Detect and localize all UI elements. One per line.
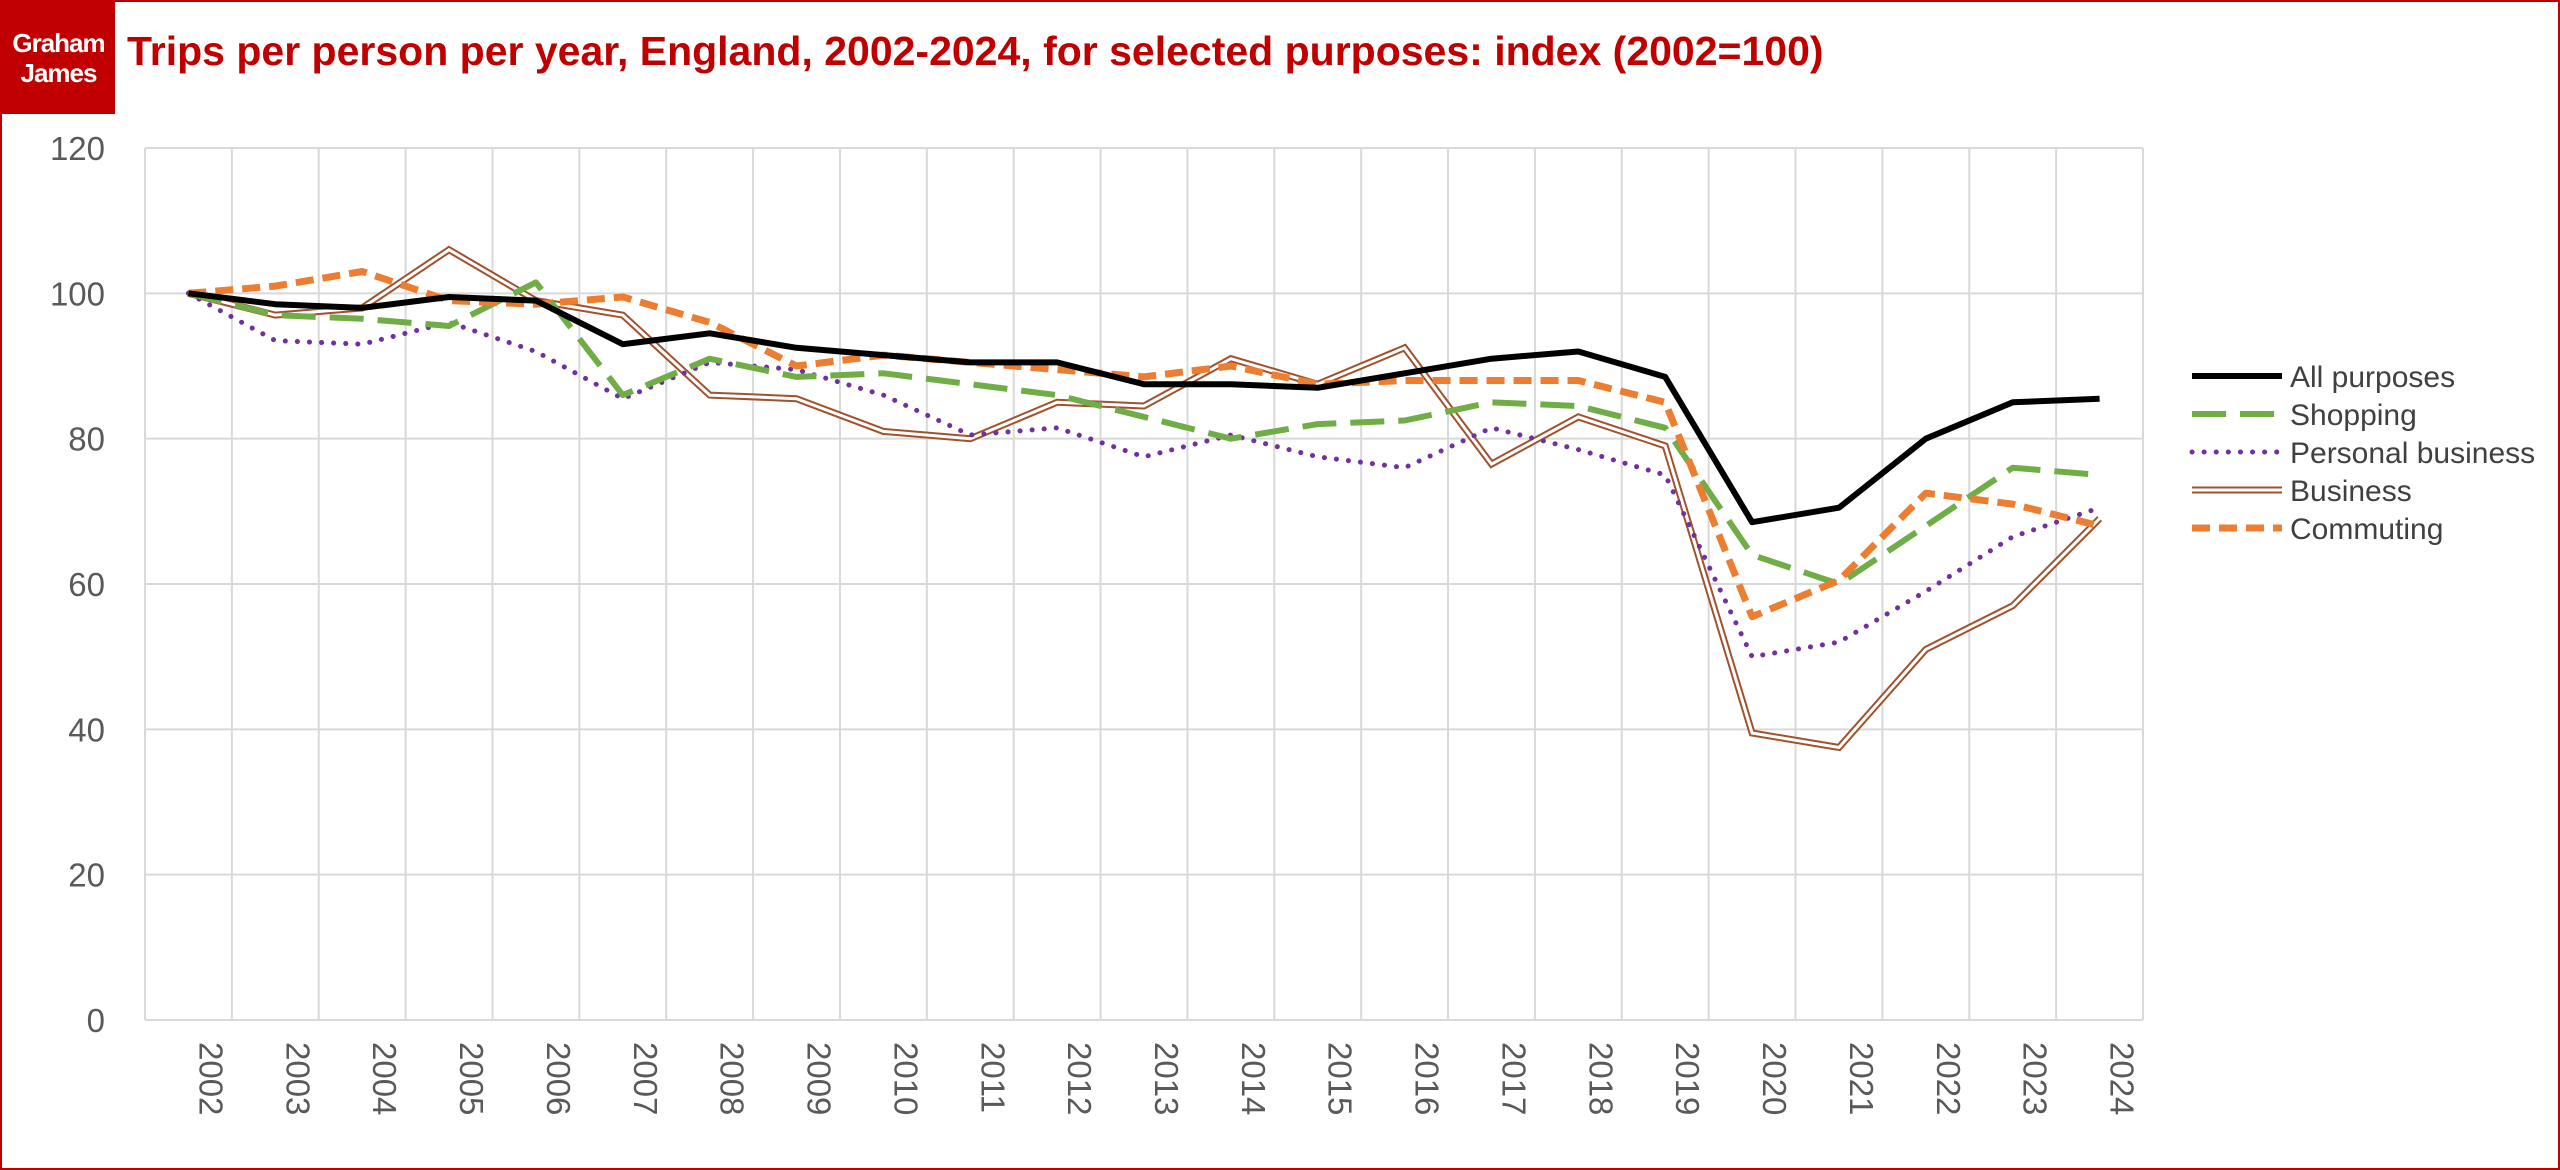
x-tick-label: 2002 — [192, 1042, 229, 1115]
series-line-business-outer — [187, 245, 2103, 752]
series-line-commuting — [188, 268, 2101, 621]
x-tick-label: 2019 — [1669, 1042, 1706, 1115]
y-tick-label: 120 — [50, 130, 105, 167]
legend-label-business: Business — [2290, 475, 2412, 508]
x-tick-label: 2018 — [1582, 1042, 1619, 1115]
brand-logo: Graham James — [2, 2, 115, 114]
x-tick-label: 2020 — [1756, 1042, 1793, 1115]
series-line-business-inner — [188, 247, 2101, 750]
legend-label-all-purposes: All purposes — [2290, 361, 2455, 394]
x-tick-label: 2021 — [1843, 1042, 1880, 1115]
y-tick-label: 80 — [68, 421, 105, 458]
series-line-shopping — [187, 279, 2100, 587]
x-tick-label: 2016 — [1409, 1042, 1446, 1115]
legend: All purposes Shopping Personal business Bus… — [2189, 361, 2535, 546]
y-tick-label: 60 — [68, 566, 105, 603]
logo-line-2: James — [20, 58, 98, 88]
y-tick-label: 0 — [87, 1002, 105, 1039]
x-tick-label: 2007 — [627, 1042, 664, 1115]
gridlines — [144, 147, 2144, 1021]
x-tick-label: 2010 — [887, 1042, 924, 1115]
y-tick-label: 100 — [50, 275, 105, 312]
chart-title: Trips per person per year, England, 2002… — [127, 28, 1824, 74]
series-line-personal-business — [185, 290, 2103, 660]
x-tick-label: 2011 — [974, 1042, 1011, 1113]
x-tick-label: 2013 — [1148, 1042, 1185, 1115]
logo-line-1: Graham — [12, 28, 105, 58]
x-tick-label: 2024 — [2104, 1042, 2141, 1115]
axis-labels: 0 20 40 60 80 100 120 2002 2003 2004 2005 2006 2007 2… — [50, 130, 2141, 1115]
x-tick-label: 2006 — [540, 1042, 577, 1115]
x-tick-label: 2009 — [801, 1042, 838, 1115]
y-tick-label: 40 — [68, 711, 105, 748]
series-lines — [185, 245, 2103, 752]
series-line-all-purposes — [188, 290, 2100, 526]
legend-label-commuting: Commuting — [2290, 513, 2443, 546]
legend-label-personal-business: Personal business — [2290, 437, 2535, 470]
legend-label-shopping: Shopping — [2290, 399, 2417, 432]
x-tick-label: 2004 — [366, 1042, 403, 1115]
x-tick-label: 2015 — [1322, 1042, 1359, 1115]
x-tick-label: 2012 — [1061, 1042, 1098, 1115]
x-tick-label: 2008 — [714, 1042, 751, 1115]
x-tick-label: 2005 — [453, 1042, 490, 1115]
x-tick-label: 2014 — [1235, 1042, 1272, 1115]
x-tick-label: 2022 — [1930, 1042, 1967, 1115]
x-tick-label: 2017 — [1495, 1042, 1532, 1115]
x-tick-label: 2023 — [2017, 1042, 2054, 1115]
x-tick-label: 2003 — [279, 1042, 316, 1115]
y-tick-label: 20 — [68, 857, 105, 894]
